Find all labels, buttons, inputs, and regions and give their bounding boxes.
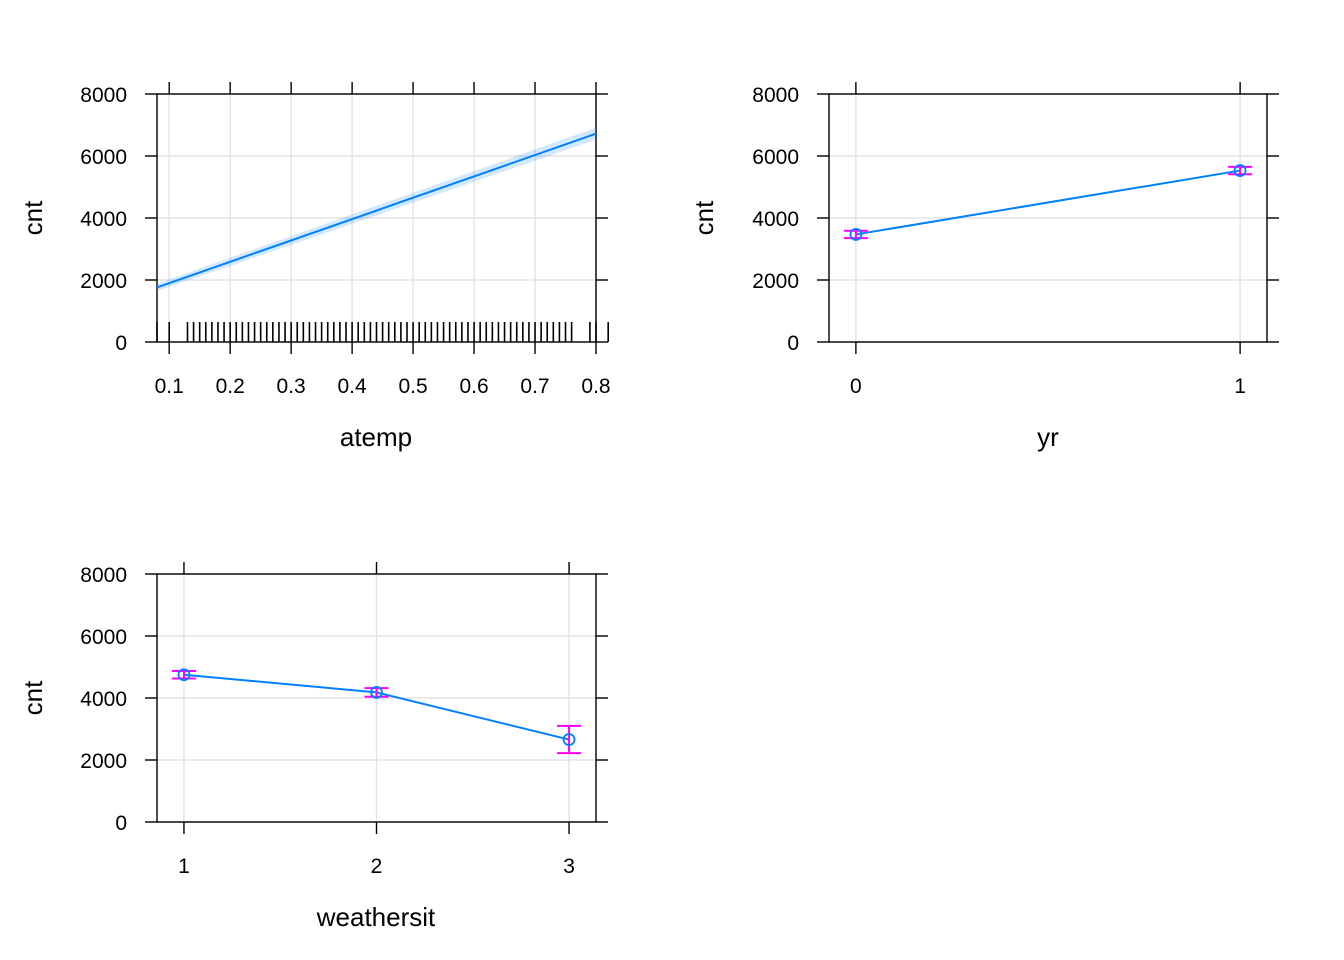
- atemp-x-tick-label-6: 0.7: [520, 375, 549, 398]
- weathersit-y-tick-label-1: 2000: [80, 750, 127, 773]
- atemp-x-tick-label-1: 0.2: [216, 375, 245, 398]
- yr-x-tick-label-0: 0: [850, 375, 862, 398]
- panel-yr: yr cnt 0 1 0 2000 4000 6000 8000: [689, 82, 1279, 452]
- weathersit-y-tick-label-0: 0: [115, 812, 127, 835]
- panel-atemp-ylabel: cnt: [18, 200, 48, 235]
- yr-point-0: [849, 228, 863, 241]
- weathersit-x-tick-label-2: 3: [563, 855, 575, 878]
- atemp-x-tick-label-0: 0.1: [155, 375, 184, 398]
- panel-atemp: atemp cnt 0.1 0.2 0.3 0.4 0.5 0.6 0.7 0.8 0 2000 4…: [18, 82, 611, 452]
- atemp-y-tick-label-4: 8000: [80, 84, 127, 107]
- atemp-x-tick-label-7: 0.8: [581, 375, 610, 398]
- yr-y-tick-label-0: 0: [787, 332, 799, 355]
- atemp-x-tick-label-4: 0.5: [398, 375, 427, 398]
- panel-yr-xlabel: yr: [1037, 422, 1059, 452]
- weathersit-point-2: [562, 733, 576, 746]
- weathersit-y-tick-label-2: 4000: [80, 688, 127, 711]
- weathersit-y-tick-label-4: 8000: [80, 564, 127, 587]
- atemp-y-tick-label-2: 4000: [80, 208, 127, 231]
- yr-point-1: [1233, 164, 1247, 177]
- weathersit-x-tick-label-1: 2: [371, 855, 383, 878]
- yr-effect-line: [855, 169, 1241, 236]
- yr-y-tick-label-1: 2000: [752, 270, 799, 293]
- panel-weathersit: weathersit cnt 1 2 3 0 2000 4000 6000 8000: [18, 562, 608, 932]
- panel-weathersit-xlabel: weathersit: [316, 902, 436, 932]
- atemp-y-tick-label-3: 6000: [80, 146, 127, 169]
- yr-x-tick-label-1: 1: [1234, 375, 1246, 398]
- weathersit-x-tick-label-0: 1: [178, 855, 190, 878]
- atemp-x-tick-label-3: 0.4: [338, 375, 368, 398]
- panel-weathersit-ylabel: cnt: [18, 680, 48, 715]
- weathersit-point-0: [177, 668, 191, 682]
- atemp-fit-line: [156, 132, 597, 289]
- atemp-y-tick-label-0: 0: [115, 332, 127, 355]
- weathersit-y-tick-label-3: 6000: [80, 626, 127, 649]
- atemp-confidence-band: [157, 127, 596, 292]
- atemp-x-tick-label-2: 0.3: [277, 375, 306, 398]
- yr-y-tick-label-2: 4000: [752, 208, 799, 231]
- panel-atemp-xlabel: atemp: [340, 422, 412, 452]
- weathersit-point-1: [370, 686, 383, 699]
- atemp-y-tick-label-1: 2000: [80, 270, 127, 293]
- panel-yr-ylabel: cnt: [689, 200, 719, 235]
- atemp-x-tick-label-5: 0.6: [459, 375, 488, 398]
- yr-y-tick-label-3: 6000: [752, 146, 799, 169]
- yr-y-tick-label-4: 8000: [752, 84, 799, 107]
